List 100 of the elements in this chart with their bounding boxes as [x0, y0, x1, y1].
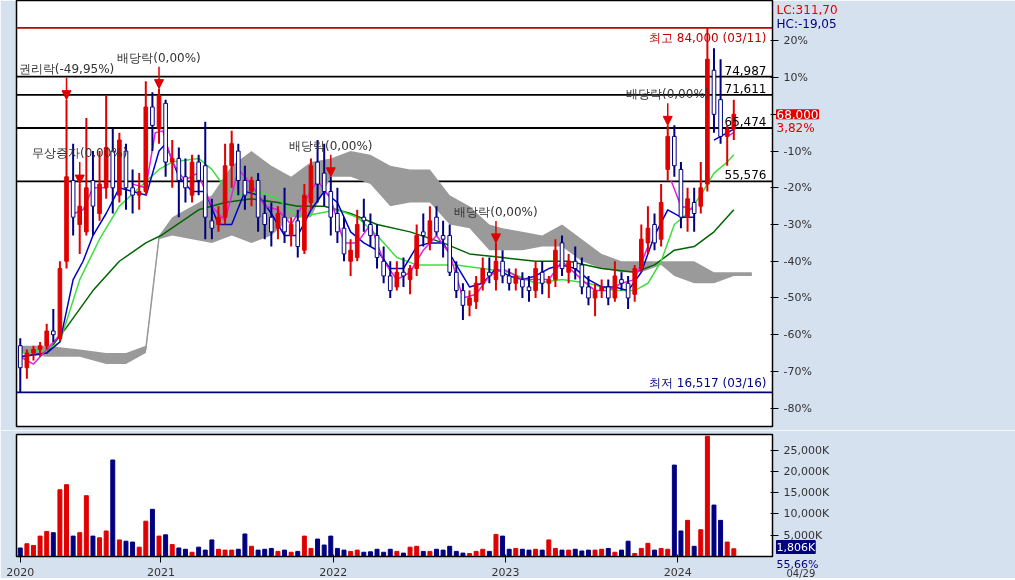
candlestick [216, 205, 221, 233]
candlestick [335, 186, 340, 244]
bar [77, 532, 83, 557]
candlestick [368, 212, 373, 248]
candlestick [520, 271, 525, 299]
bar [546, 539, 552, 557]
bar [282, 549, 288, 557]
y-tick-label: 25,000K [783, 443, 830, 457]
annotation: 배당락(0,00%) [454, 204, 538, 219]
candlestick [691, 186, 697, 233]
candlestick [420, 212, 426, 248]
candlestick [506, 267, 512, 292]
candlestick [176, 146, 182, 219]
x-tick-label: 2020 [6, 565, 35, 579]
bar [500, 535, 506, 557]
candlestick [407, 263, 413, 296]
bar [70, 535, 76, 557]
ref-line-label: 74,987 [724, 63, 767, 78]
bar [156, 535, 162, 557]
bar [182, 548, 188, 557]
candlestick [500, 249, 505, 285]
candlestick [269, 201, 274, 248]
candlestick [348, 238, 353, 277]
candlestick [150, 91, 155, 153]
bar [566, 549, 572, 557]
bar [348, 550, 354, 557]
candlestick [229, 129, 235, 189]
candlestick [275, 205, 281, 241]
bar [97, 537, 103, 557]
bar [17, 547, 23, 557]
bar [83, 495, 89, 557]
candlestick [586, 274, 591, 307]
y-tick-label: 5,000K [783, 528, 823, 542]
candlestick [50, 307, 56, 344]
bar [189, 551, 195, 557]
bar [691, 545, 697, 557]
candlestick [381, 245, 386, 285]
ref-line-label: 55,576 [724, 168, 767, 183]
candlestick [44, 322, 50, 351]
bar [315, 538, 321, 557]
bar [585, 549, 591, 557]
x-tick-label: 2024 [663, 565, 692, 579]
y-tick-label: 20% [783, 34, 808, 48]
text: HC:-19,05 [776, 16, 837, 31]
y-tick-label: -40% [783, 254, 812, 268]
annotation: 권리락(-49,95%) [18, 61, 115, 76]
bar [196, 546, 202, 557]
candlestick [454, 260, 459, 299]
candlestick [533, 260, 538, 299]
text: 1,806K [776, 540, 816, 554]
candlestick [480, 256, 486, 292]
bar [116, 539, 122, 557]
bar [354, 549, 360, 557]
y-tick-label: -10% [783, 144, 812, 158]
bar [539, 549, 545, 557]
bar [493, 533, 499, 557]
y-tick-label: -30% [783, 218, 812, 232]
y-tick-label: -20% [783, 181, 812, 195]
bar [400, 552, 406, 557]
ref-line-label: 최저 16,517 (03/16) [648, 376, 767, 391]
bar [394, 550, 400, 557]
candlestick [513, 267, 519, 292]
bar [486, 550, 492, 557]
ref-line-label: 71,611 [724, 81, 767, 96]
y-tick-label: -70% [783, 364, 812, 378]
candlestick [473, 274, 479, 310]
bar [295, 550, 301, 557]
candlestick [652, 212, 657, 252]
annotation: 배당락(0,00%) [117, 50, 201, 65]
candlestick [249, 175, 254, 208]
candlestick [685, 186, 690, 233]
candlestick [24, 348, 30, 380]
candlestick [401, 256, 406, 288]
candlestick [394, 260, 400, 292]
candlestick [374, 223, 380, 270]
x-tick-label: 2021 [146, 565, 175, 579]
bar [50, 532, 56, 557]
bar [103, 530, 109, 557]
bar [110, 459, 116, 557]
text: 68,000 [776, 107, 819, 122]
bar [605, 547, 611, 557]
candlestick [361, 197, 367, 233]
bar [698, 529, 704, 557]
bar [513, 547, 519, 557]
text: 3,82% [776, 121, 815, 136]
text: LC:311,70 [776, 2, 838, 17]
candlestick [619, 271, 624, 292]
bar [169, 544, 175, 557]
bar [163, 534, 169, 557]
bar [275, 550, 281, 557]
candlestick [460, 282, 466, 321]
bar [533, 548, 539, 557]
candlestick [282, 186, 287, 244]
x-tick-label: 2022 [319, 565, 348, 579]
bar [249, 545, 254, 557]
candlestick [169, 139, 175, 189]
candlestick [612, 260, 618, 303]
candlestick [288, 216, 294, 248]
candlestick [599, 278, 604, 299]
bar [632, 553, 638, 557]
